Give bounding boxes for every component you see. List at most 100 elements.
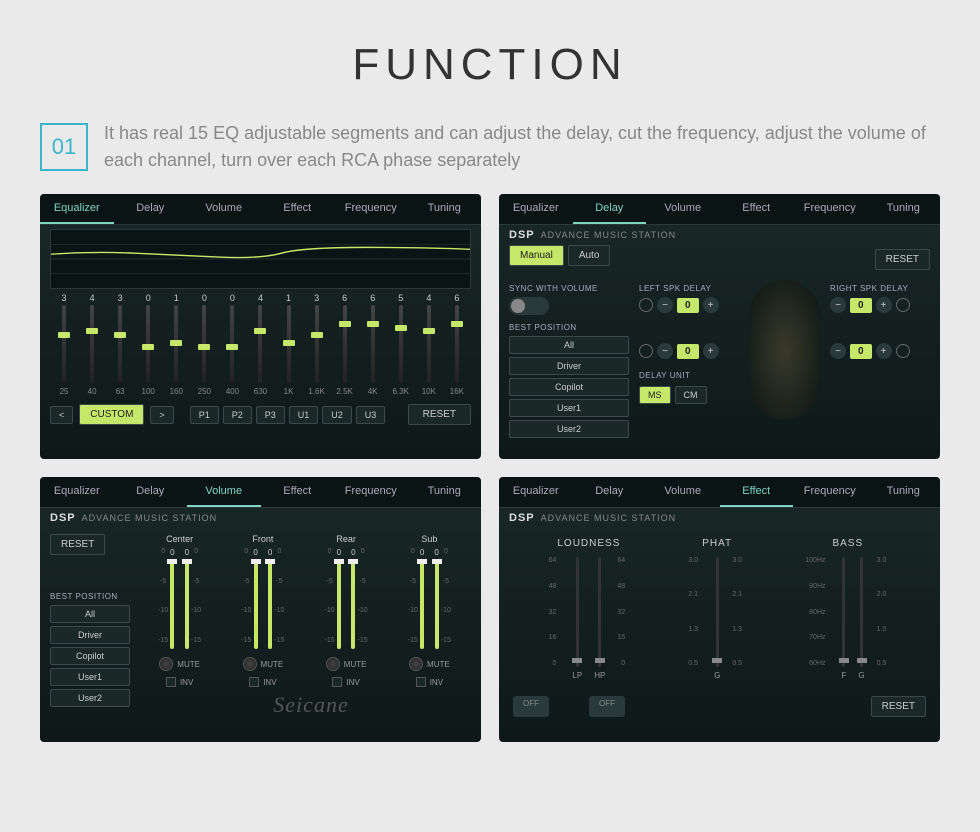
mute-knob[interactable] (326, 657, 340, 671)
volume-reset-button[interactable]: RESET (50, 534, 105, 555)
unit-ms[interactable]: MS (639, 386, 671, 404)
vol-slider-r[interactable]: 0 (185, 548, 189, 651)
tab-frequency[interactable]: Frequency (334, 477, 408, 507)
inv-checkbox[interactable] (332, 677, 342, 687)
preset-P1[interactable]: P1 (190, 406, 219, 424)
tab-tuning[interactable]: Tuning (867, 477, 941, 507)
eq-slider-2.5K[interactable]: 62.5K (331, 293, 359, 396)
preset-U2[interactable]: U2 (322, 406, 352, 424)
eq-slider-100[interactable]: 0100 (134, 293, 162, 396)
tab-volume[interactable]: Volume (646, 194, 720, 224)
position-all[interactable]: All (50, 605, 130, 623)
position-copilot[interactable]: Copilot (50, 647, 130, 665)
delay-plus[interactable]: + (876, 343, 892, 359)
delay-minus[interactable]: − (657, 297, 673, 313)
eq-slider-1.6K[interactable]: 31.6K (303, 293, 331, 396)
mute-knob[interactable] (159, 657, 173, 671)
mute-knob[interactable] (243, 657, 257, 671)
fx-slider-LP[interactable]: LP (572, 557, 582, 680)
eq-slider-160[interactable]: 1160 (162, 293, 190, 396)
mute-knob[interactable] (409, 657, 423, 671)
sync-toggle[interactable] (509, 297, 549, 315)
delay-plus[interactable]: + (876, 297, 892, 313)
delay-auto-button[interactable]: Auto (568, 245, 611, 266)
eq-slider-1K[interactable]: 11K (275, 293, 303, 396)
position-user2[interactable]: User2 (509, 420, 629, 438)
vol-slider-l[interactable]: 0 (420, 548, 424, 651)
delay-plus[interactable]: + (703, 297, 719, 313)
tab-frequency[interactable]: Frequency (793, 194, 867, 224)
tab-delay[interactable]: Delay (573, 194, 647, 224)
tab-tuning[interactable]: Tuning (408, 194, 482, 224)
position-user1[interactable]: User1 (50, 668, 130, 686)
tab-delay[interactable]: Delay (114, 194, 188, 224)
vol-slider-r[interactable]: 0 (434, 548, 438, 651)
inv-checkbox[interactable] (166, 677, 176, 687)
delay-plus[interactable]: + (703, 343, 719, 359)
position-user2[interactable]: User2 (50, 689, 130, 707)
vol-slider-l[interactable]: 0 (337, 548, 341, 651)
eq-slider-630[interactable]: 4630 (246, 293, 274, 396)
tab-volume[interactable]: Volume (187, 194, 261, 224)
eq-slider-16K[interactable]: 616K (443, 293, 471, 396)
position-user1[interactable]: User1 (509, 399, 629, 417)
inv-checkbox[interactable] (416, 677, 426, 687)
unit-cm[interactable]: CM (675, 386, 707, 404)
eq-slider-4K[interactable]: 64K (359, 293, 387, 396)
eq-slider-40[interactable]: 440 (78, 293, 106, 396)
tab-volume[interactable]: Volume (646, 477, 720, 507)
right-delay-label: RIGHT SPK DELAY (830, 284, 930, 293)
preset-P3[interactable]: P3 (256, 406, 285, 424)
tab-tuning[interactable]: Tuning (867, 194, 941, 224)
eq-reset-button[interactable]: RESET (408, 404, 471, 425)
tab-frequency[interactable]: Frequency (793, 477, 867, 507)
tab-equalizer[interactable]: Equalizer (40, 477, 114, 507)
inv-checkbox[interactable] (249, 677, 259, 687)
preset-U3[interactable]: U3 (356, 406, 386, 424)
position-all[interactable]: All (509, 336, 629, 354)
tab-delay[interactable]: Delay (114, 477, 188, 507)
tab-tuning[interactable]: Tuning (408, 477, 482, 507)
vol-slider-r[interactable]: 0 (351, 548, 355, 651)
tab-effect[interactable]: Effect (261, 477, 335, 507)
tab-equalizer[interactable]: Equalizer (40, 194, 114, 224)
tab-delay[interactable]: Delay (573, 477, 647, 507)
tab-equalizer[interactable]: Equalizer (499, 477, 573, 507)
fx-slider-F[interactable]: F (842, 557, 847, 680)
delay-minus[interactable]: − (830, 297, 846, 313)
preset-next[interactable]: > (150, 406, 173, 424)
position-driver[interactable]: Driver (509, 357, 629, 375)
eq-slider-250[interactable]: 0250 (190, 293, 218, 396)
eq-slider-25[interactable]: 325 (50, 293, 78, 396)
eq-slider-63[interactable]: 363 (106, 293, 134, 396)
delay-minus[interactable]: − (830, 343, 846, 359)
eq-slider-400[interactable]: 0400 (218, 293, 246, 396)
tab-effect[interactable]: Effect (261, 194, 335, 224)
tab-equalizer[interactable]: Equalizer (499, 194, 573, 224)
delay-reset-button[interactable]: RESET (875, 249, 930, 270)
vol-slider-l[interactable]: 0 (253, 548, 257, 651)
preset-U1[interactable]: U1 (289, 406, 319, 424)
preset-prev[interactable]: < (50, 406, 73, 424)
position-copilot[interactable]: Copilot (509, 378, 629, 396)
position-driver[interactable]: Driver (50, 626, 130, 644)
tab-volume[interactable]: Volume (187, 477, 261, 507)
delay-manual-button[interactable]: Manual (509, 245, 564, 266)
effect-off-1[interactable]: OFF (513, 696, 549, 717)
volume-group-rear: Rear 0-5-10-15 0 0 0-5-10-15 MUTE INV (325, 534, 368, 707)
preset-current[interactable]: CUSTOM (79, 404, 144, 425)
effect-off-2[interactable]: OFF (589, 696, 625, 717)
effect-reset-button[interactable]: RESET (871, 696, 926, 717)
eq-slider-6.3K[interactable]: 56.3K (387, 293, 415, 396)
vol-slider-r[interactable]: 0 (268, 548, 272, 651)
fx-slider-HP[interactable]: HP (594, 557, 605, 680)
delay-minus[interactable]: − (657, 343, 673, 359)
fx-slider-G[interactable]: G (858, 557, 864, 680)
tab-effect[interactable]: Effect (720, 194, 794, 224)
tab-frequency[interactable]: Frequency (334, 194, 408, 224)
preset-P2[interactable]: P2 (223, 406, 252, 424)
tab-effect[interactable]: Effect (720, 477, 794, 507)
fx-slider-G[interactable]: G (714, 557, 720, 680)
vol-slider-l[interactable]: 0 (170, 548, 174, 651)
eq-slider-10K[interactable]: 410K (415, 293, 443, 396)
